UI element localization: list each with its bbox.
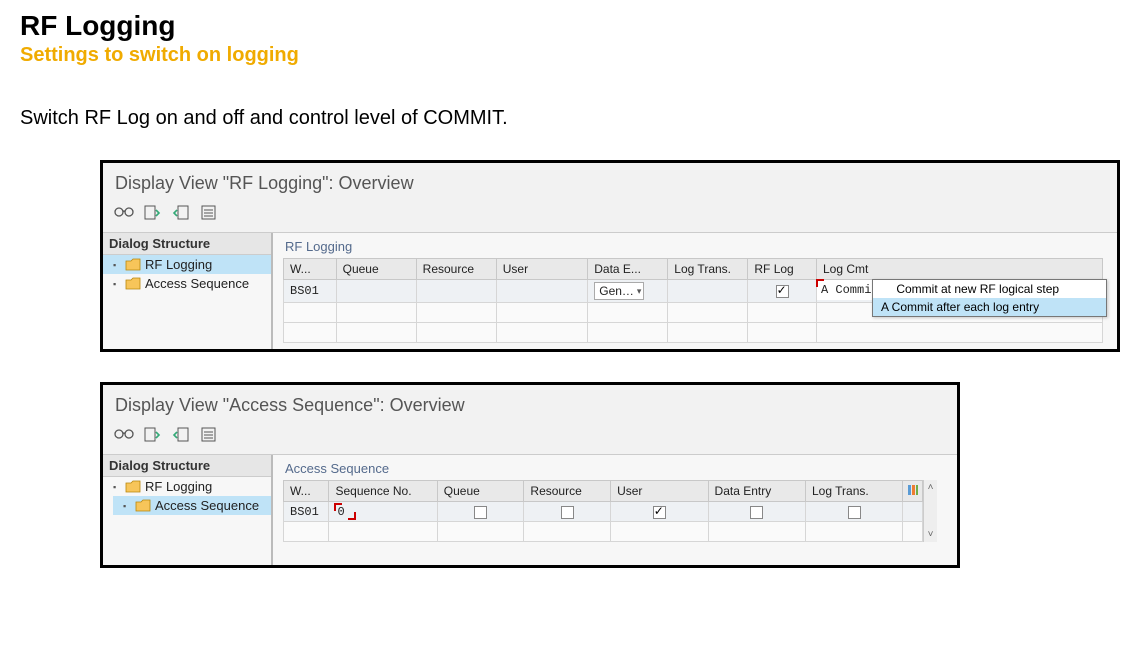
cell-w[interactable]: BS01 [284, 502, 329, 522]
col-data-e[interactable]: Data E... [588, 259, 668, 280]
dialog-structure-header: Dialog Structure [103, 455, 271, 477]
glasses-icon[interactable] [113, 426, 135, 446]
window-title: Display View "Access Sequence": Overview [103, 385, 957, 422]
collapse-all-icon[interactable] [170, 204, 192, 224]
col-resource[interactable]: Resource [524, 481, 611, 502]
data-entry-checkbox[interactable] [750, 506, 763, 519]
collapse-all-icon[interactable] [170, 426, 192, 446]
col-user[interactable]: User [611, 481, 708, 502]
cell-resource[interactable] [524, 502, 611, 522]
rf-logging-grid-pane: RF Logging W... Queue Resource User Data… [273, 233, 1117, 349]
log-cmt-dropdown-list[interactable]: Commit at new RF logical step A Commit a… [872, 279, 1107, 317]
scroll-down-icon[interactable]: ˅ [924, 529, 937, 540]
select-all-icon[interactable] [198, 426, 220, 446]
table-row[interactable]: BS01 0 [284, 502, 923, 522]
bullet-icon: ▪ [113, 279, 121, 289]
toolbar [103, 200, 1117, 233]
col-user[interactable]: User [496, 259, 588, 280]
cell-log-trans[interactable] [806, 502, 903, 522]
page-description: Switch RF Log on and off and control lev… [20, 107, 1123, 130]
tree-item-access-sequence[interactable]: ▪ Access Sequence [103, 274, 271, 293]
column-settings-button[interactable] [903, 481, 923, 502]
resource-checkbox[interactable] [561, 506, 574, 519]
col-w[interactable]: W... [284, 259, 337, 280]
option-label: Commit at new RF logical step [896, 282, 1059, 296]
data-e-dropdown[interactable]: Gen… ▾ [594, 282, 644, 300]
tree-item-rf-logging[interactable]: ▪ RF Logging [103, 255, 271, 274]
folder-icon [135, 499, 151, 512]
queue-checkbox[interactable] [474, 506, 487, 519]
expand-all-icon[interactable] [141, 426, 163, 446]
cell-user[interactable] [611, 502, 708, 522]
seq-no-value: 0 [337, 505, 344, 519]
grid-section-label: Access Sequence [285, 461, 951, 476]
access-sequence-table: W... Sequence No. Queue Resource User Da… [283, 480, 923, 542]
tree-item-rf-logging[interactable]: ▪ RF Logging [103, 477, 271, 496]
col-seq-no[interactable]: Sequence No. [329, 481, 437, 502]
bullet-icon: ▪ [113, 260, 121, 270]
cell-w[interactable]: BS01 [284, 280, 337, 303]
dialog-structure-header: Dialog Structure [103, 233, 271, 255]
dialog-structure-panel: Dialog Structure ▪ RF Logging ▪ Access S… [103, 455, 273, 565]
folder-icon [125, 258, 141, 271]
tree-item-access-sequence[interactable]: ▪ Access Sequence [113, 496, 271, 515]
option-label: A Commit after each log entry [881, 300, 1039, 314]
cell-log-trans[interactable] [668, 280, 748, 303]
glasses-icon[interactable] [113, 204, 135, 224]
tree-item-label: Access Sequence [145, 276, 249, 291]
table-header-row: W... Sequence No. Queue Resource User Da… [284, 481, 923, 502]
col-resource[interactable]: Resource [416, 259, 496, 280]
bullet-icon: ▪ [113, 482, 121, 492]
chevron-down-icon: ▾ [637, 286, 642, 297]
page-subtitle: Settings to switch on logging [20, 44, 1123, 67]
cell-user[interactable] [496, 280, 588, 303]
data-e-value: Gen… [599, 284, 634, 298]
bullet-icon: ▪ [123, 501, 131, 511]
cell-rf-log[interactable] [748, 280, 817, 303]
col-rf-log[interactable]: RF Log [748, 259, 817, 280]
grid-section-label: RF Logging [285, 239, 1111, 254]
expand-all-icon[interactable] [141, 204, 163, 224]
scroll-up-icon[interactable]: ˄ [924, 482, 937, 493]
col-data-entry[interactable]: Data Entry [708, 481, 805, 502]
col-log-trans[interactable]: Log Trans. [806, 481, 903, 502]
dialog-structure-panel: Dialog Structure ▪ RF Logging ▪ Access S… [103, 233, 273, 349]
col-log-trans[interactable]: Log Trans. [668, 259, 748, 280]
col-w[interactable]: W... [284, 481, 329, 502]
page-title: RF Logging [20, 10, 1123, 42]
cell-spacer [903, 502, 923, 522]
folder-icon [125, 277, 141, 290]
table-row [284, 522, 923, 542]
folder-icon [125, 480, 141, 493]
cell-queue[interactable] [336, 280, 416, 303]
toolbar [103, 422, 957, 455]
tree-item-label: RF Logging [145, 479, 212, 494]
user-checkbox[interactable] [653, 506, 666, 519]
tree-item-label: RF Logging [145, 257, 212, 272]
rf-log-checkbox[interactable] [776, 285, 789, 298]
dropdown-option[interactable]: Commit at new RF logical step [873, 280, 1106, 298]
cell-resource[interactable] [416, 280, 496, 303]
dropdown-option[interactable]: A Commit after each log entry [873, 298, 1106, 316]
access-sequence-grid-pane: Access Sequence W... Sequence No. Queue … [273, 455, 957, 565]
col-queue[interactable]: Queue [336, 259, 416, 280]
table-header-row: W... Queue Resource User Data E... Log T… [284, 259, 1103, 280]
log-trans-checkbox[interactable] [848, 506, 861, 519]
col-queue[interactable]: Queue [437, 481, 524, 502]
table-row [284, 323, 1103, 343]
cell-seq-no[interactable]: 0 [329, 502, 437, 522]
access-sequence-window: Display View "Access Sequence": Overview… [100, 382, 960, 568]
select-all-icon[interactable] [198, 204, 220, 224]
cell-data-entry[interactable] [708, 502, 805, 522]
vertical-scrollbar[interactable]: ˄ ˅ [923, 480, 937, 542]
rf-logging-window: Display View "RF Logging": Overview Dial… [100, 160, 1120, 352]
cell-data-e[interactable]: Gen… ▾ [588, 280, 668, 303]
tree-item-label: Access Sequence [155, 498, 259, 513]
cell-queue[interactable] [437, 502, 524, 522]
col-log-cmt[interactable]: Log Cmt [816, 259, 1102, 280]
window-title: Display View "RF Logging": Overview [103, 163, 1117, 200]
